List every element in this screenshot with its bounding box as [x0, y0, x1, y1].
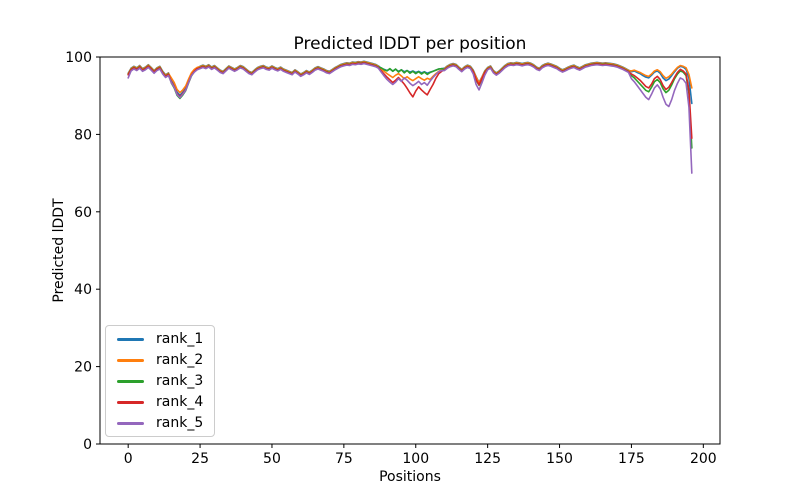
- legend-item-rank_3: rank_3: [117, 374, 203, 388]
- x-tick-label: 150: [546, 451, 573, 467]
- legend-item-rank_5: rank_5: [117, 416, 203, 430]
- y-tick-label: 40: [74, 282, 92, 298]
- axes-spines: [99, 56, 721, 445]
- x-tick-label: 75: [335, 451, 353, 467]
- legend-line-swatch: [117, 421, 144, 425]
- legend-line-swatch: [117, 358, 144, 362]
- legend-label: rank_4: [156, 394, 204, 410]
- y-tick-label: 80: [74, 127, 92, 143]
- legend-label: rank_1: [156, 331, 204, 347]
- x-tick-label: 25: [191, 451, 209, 467]
- legend-label: rank_3: [156, 373, 204, 389]
- plot-series: [127, 60, 693, 174]
- x-tick-label: 100: [402, 451, 429, 467]
- legend-line-swatch: [117, 337, 144, 341]
- y-tick-label: 100: [65, 50, 92, 66]
- legend-label: rank_5: [156, 415, 204, 431]
- x-tick-label: 0: [124, 451, 133, 467]
- legend-item-rank_1: rank_1: [117, 332, 203, 346]
- x-tick-label: 200: [690, 451, 717, 467]
- series-line-rank_5: [127, 62, 693, 174]
- x-axis-label: Positions: [379, 469, 441, 485]
- x-tick-label: 175: [618, 451, 645, 467]
- legend-line-swatch: [117, 400, 144, 404]
- legend-label: rank_2: [156, 352, 204, 368]
- chart-title: Predicted lDDT per position: [294, 34, 527, 54]
- legend-box: rank_1 rank_2 rank_3 rank_4 rank_5: [105, 325, 216, 437]
- y-axis-label: Predicted lDDT: [51, 198, 67, 303]
- series-line-rank_4: [127, 61, 693, 140]
- x-tick-label: 125: [474, 451, 501, 467]
- y-tick-label: 20: [74, 360, 92, 376]
- legend-item-rank_2: rank_2: [117, 353, 203, 367]
- legend-item-rank_4: rank_4: [117, 395, 203, 409]
- plot-frame: 0 25 50 75 100 125 150 175 200 0 20 40 60 80 100: [65, 50, 721, 467]
- y-tick-label: 60: [74, 205, 92, 221]
- series-line-rank_2: [127, 60, 693, 94]
- legend-line-swatch: [117, 379, 144, 383]
- x-tick-label: 50: [263, 451, 281, 467]
- y-tick-label: 0: [83, 437, 92, 453]
- series-line-rank_3: [127, 61, 693, 149]
